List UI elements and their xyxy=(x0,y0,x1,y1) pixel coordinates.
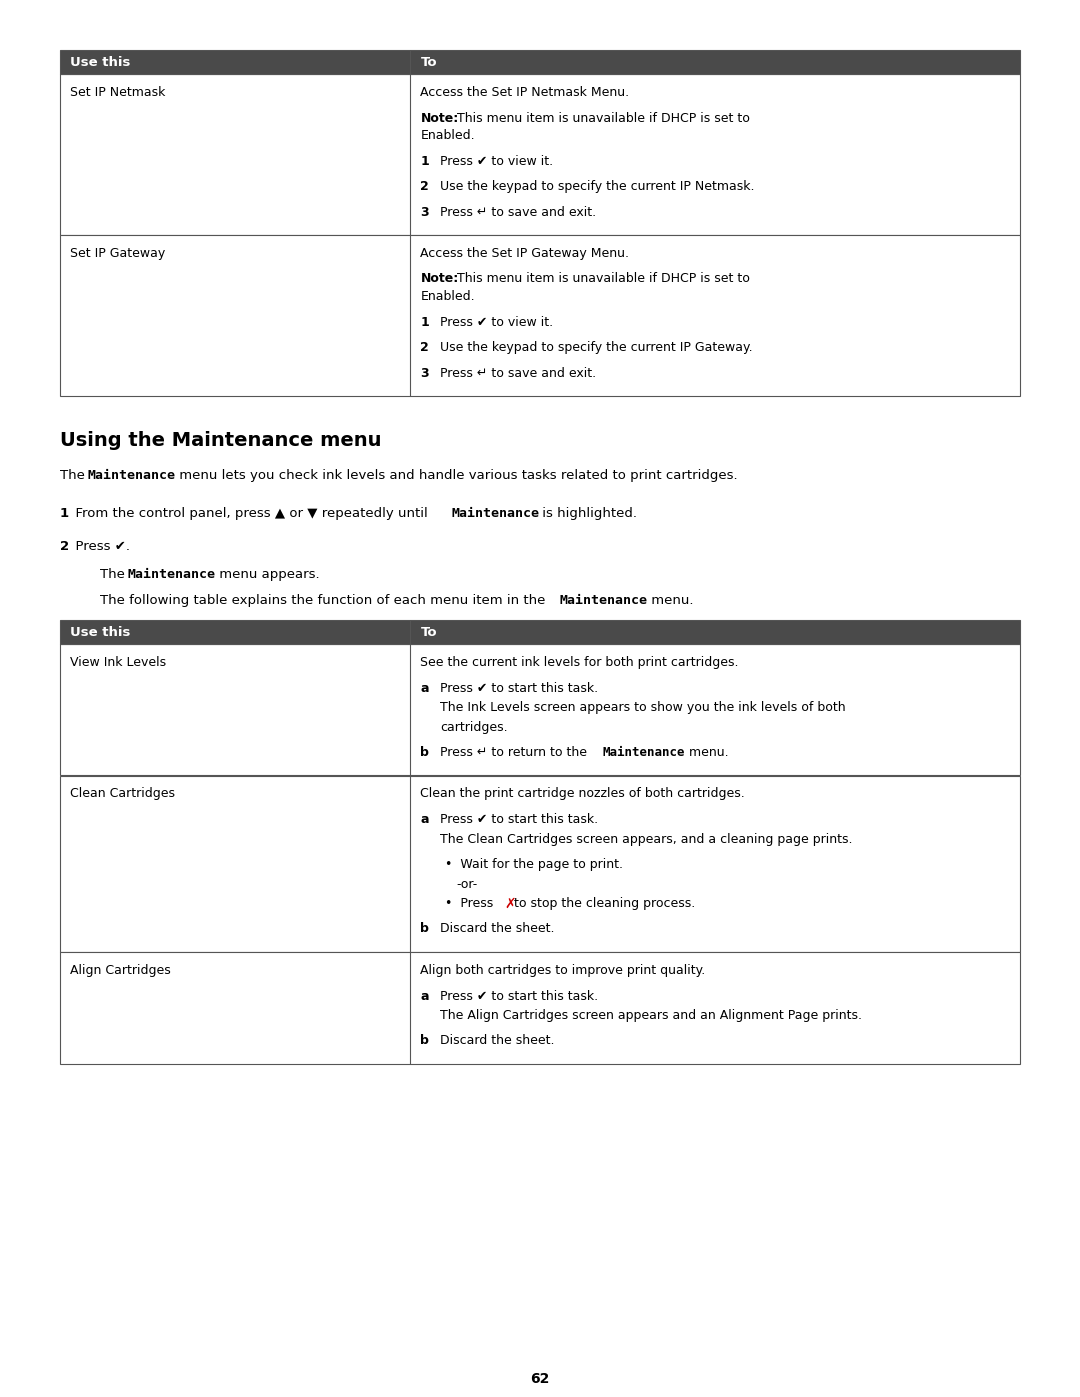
Text: The Ink Levels screen appears to show you the ink levels of both: The Ink Levels screen appears to show yo… xyxy=(441,701,846,714)
Bar xyxy=(60,74,1020,235)
Text: a: a xyxy=(420,813,429,826)
Text: Press ✔ to start this task.: Press ✔ to start this task. xyxy=(440,682,598,694)
Bar xyxy=(60,620,1020,644)
Text: See the current ink levels for both print cartridges.: See the current ink levels for both prin… xyxy=(420,657,739,669)
Text: Use the keypad to specify the current IP Gateway.: Use the keypad to specify the current IP… xyxy=(440,341,753,353)
Text: b: b xyxy=(420,1035,429,1048)
Text: 2: 2 xyxy=(60,541,69,553)
Text: to stop the cleaning process.: to stop the cleaning process. xyxy=(510,897,696,909)
Text: Note:: Note: xyxy=(420,272,459,285)
Text: menu.: menu. xyxy=(685,746,729,759)
Text: Maintenance: Maintenance xyxy=(559,594,648,608)
Text: To: To xyxy=(420,56,437,68)
Text: a: a xyxy=(420,989,429,1003)
Text: This menu item is unavailable if DHCP is set to: This menu item is unavailable if DHCP is… xyxy=(453,112,750,124)
Text: Using the Maintenance menu: Using the Maintenance menu xyxy=(60,432,381,450)
Text: The Align Cartridges screen appears and an Alignment Page prints.: The Align Cartridges screen appears and … xyxy=(441,1009,863,1023)
Text: The following table explains the function of each menu item in the: The following table explains the functio… xyxy=(100,594,550,608)
Text: This menu item is unavailable if DHCP is set to: This menu item is unavailable if DHCP is… xyxy=(453,272,750,285)
Text: menu.: menu. xyxy=(647,594,693,608)
Text: menu lets you check ink levels and handle various tasks related to print cartrid: menu lets you check ink levels and handl… xyxy=(175,469,738,482)
Text: -or-: -or- xyxy=(457,877,477,890)
Text: 62: 62 xyxy=(530,1372,550,1386)
Text: View Ink Levels: View Ink Levels xyxy=(70,657,166,669)
Text: is highlighted.: is highlighted. xyxy=(538,507,637,520)
Text: Press ↵ to save and exit.: Press ↵ to save and exit. xyxy=(440,366,596,380)
Text: a: a xyxy=(420,682,429,694)
Text: Press ↵ to return to the: Press ↵ to return to the xyxy=(440,746,591,759)
Text: 2: 2 xyxy=(420,180,429,193)
Text: ✗: ✗ xyxy=(504,897,515,911)
Text: Access the Set IP Gateway Menu.: Access the Set IP Gateway Menu. xyxy=(420,247,630,260)
Text: Align Cartridges: Align Cartridges xyxy=(70,964,171,977)
Text: Press ✔ to start this task.: Press ✔ to start this task. xyxy=(440,813,598,826)
Text: Set IP Gateway: Set IP Gateway xyxy=(70,247,165,260)
Text: Align both cartridges to improve print quality.: Align both cartridges to improve print q… xyxy=(420,964,705,977)
Text: The: The xyxy=(60,469,90,482)
Text: b: b xyxy=(420,746,429,759)
Text: Maintenance: Maintenance xyxy=(87,469,175,482)
Text: b: b xyxy=(420,922,429,936)
Text: Clean Cartridges: Clean Cartridges xyxy=(70,788,175,800)
Text: menu appears.: menu appears. xyxy=(215,569,320,581)
Text: Use the keypad to specify the current IP Netmask.: Use the keypad to specify the current IP… xyxy=(440,180,755,193)
Text: Enabled.: Enabled. xyxy=(420,291,475,303)
Text: Note:: Note: xyxy=(420,112,459,124)
Text: Discard the sheet.: Discard the sheet. xyxy=(440,922,554,936)
Text: 1: 1 xyxy=(420,316,429,328)
Text: Clean the print cartridge nozzles of both cartridges.: Clean the print cartridge nozzles of bot… xyxy=(420,788,745,800)
Text: •  Press: • Press xyxy=(445,897,498,909)
Bar xyxy=(60,775,1020,951)
Text: Press ✔ to view it.: Press ✔ to view it. xyxy=(440,316,553,328)
Text: 1: 1 xyxy=(60,507,69,520)
Bar xyxy=(60,644,1020,775)
Text: Press ✔ to start this task.: Press ✔ to start this task. xyxy=(440,989,598,1003)
Bar xyxy=(60,951,1020,1065)
Text: Access the Set IP Netmask Menu.: Access the Set IP Netmask Menu. xyxy=(420,87,630,99)
Text: The Clean Cartridges screen appears, and a cleaning page prints.: The Clean Cartridges screen appears, and… xyxy=(441,833,853,845)
Text: Use this: Use this xyxy=(70,626,131,638)
Text: 3: 3 xyxy=(420,366,429,380)
Text: From the control panel, press ▲ or ▼ repeatedly until: From the control panel, press ▲ or ▼ rep… xyxy=(67,507,432,520)
Text: Set IP Netmask: Set IP Netmask xyxy=(70,87,165,99)
Text: Maintenance: Maintenance xyxy=(127,569,215,581)
Bar xyxy=(60,50,1020,74)
Text: 1: 1 xyxy=(420,155,429,168)
Text: To: To xyxy=(420,626,437,638)
Text: 3: 3 xyxy=(420,205,429,218)
Text: •  Wait for the page to print.: • Wait for the page to print. xyxy=(445,858,623,870)
Text: Maintenance: Maintenance xyxy=(603,746,685,759)
Text: Press ✔ to view it.: Press ✔ to view it. xyxy=(440,155,553,168)
Text: Maintenance: Maintenance xyxy=(451,507,539,520)
Text: cartridges.: cartridges. xyxy=(441,721,508,733)
Text: The: The xyxy=(100,569,130,581)
Text: Discard the sheet.: Discard the sheet. xyxy=(440,1035,554,1048)
Bar xyxy=(60,235,1020,395)
Text: 2: 2 xyxy=(420,341,429,353)
Text: Use this: Use this xyxy=(70,56,131,68)
Text: Press ✔.: Press ✔. xyxy=(67,541,130,553)
Text: Press ↵ to save and exit.: Press ↵ to save and exit. xyxy=(440,205,596,218)
Text: Enabled.: Enabled. xyxy=(420,129,475,142)
